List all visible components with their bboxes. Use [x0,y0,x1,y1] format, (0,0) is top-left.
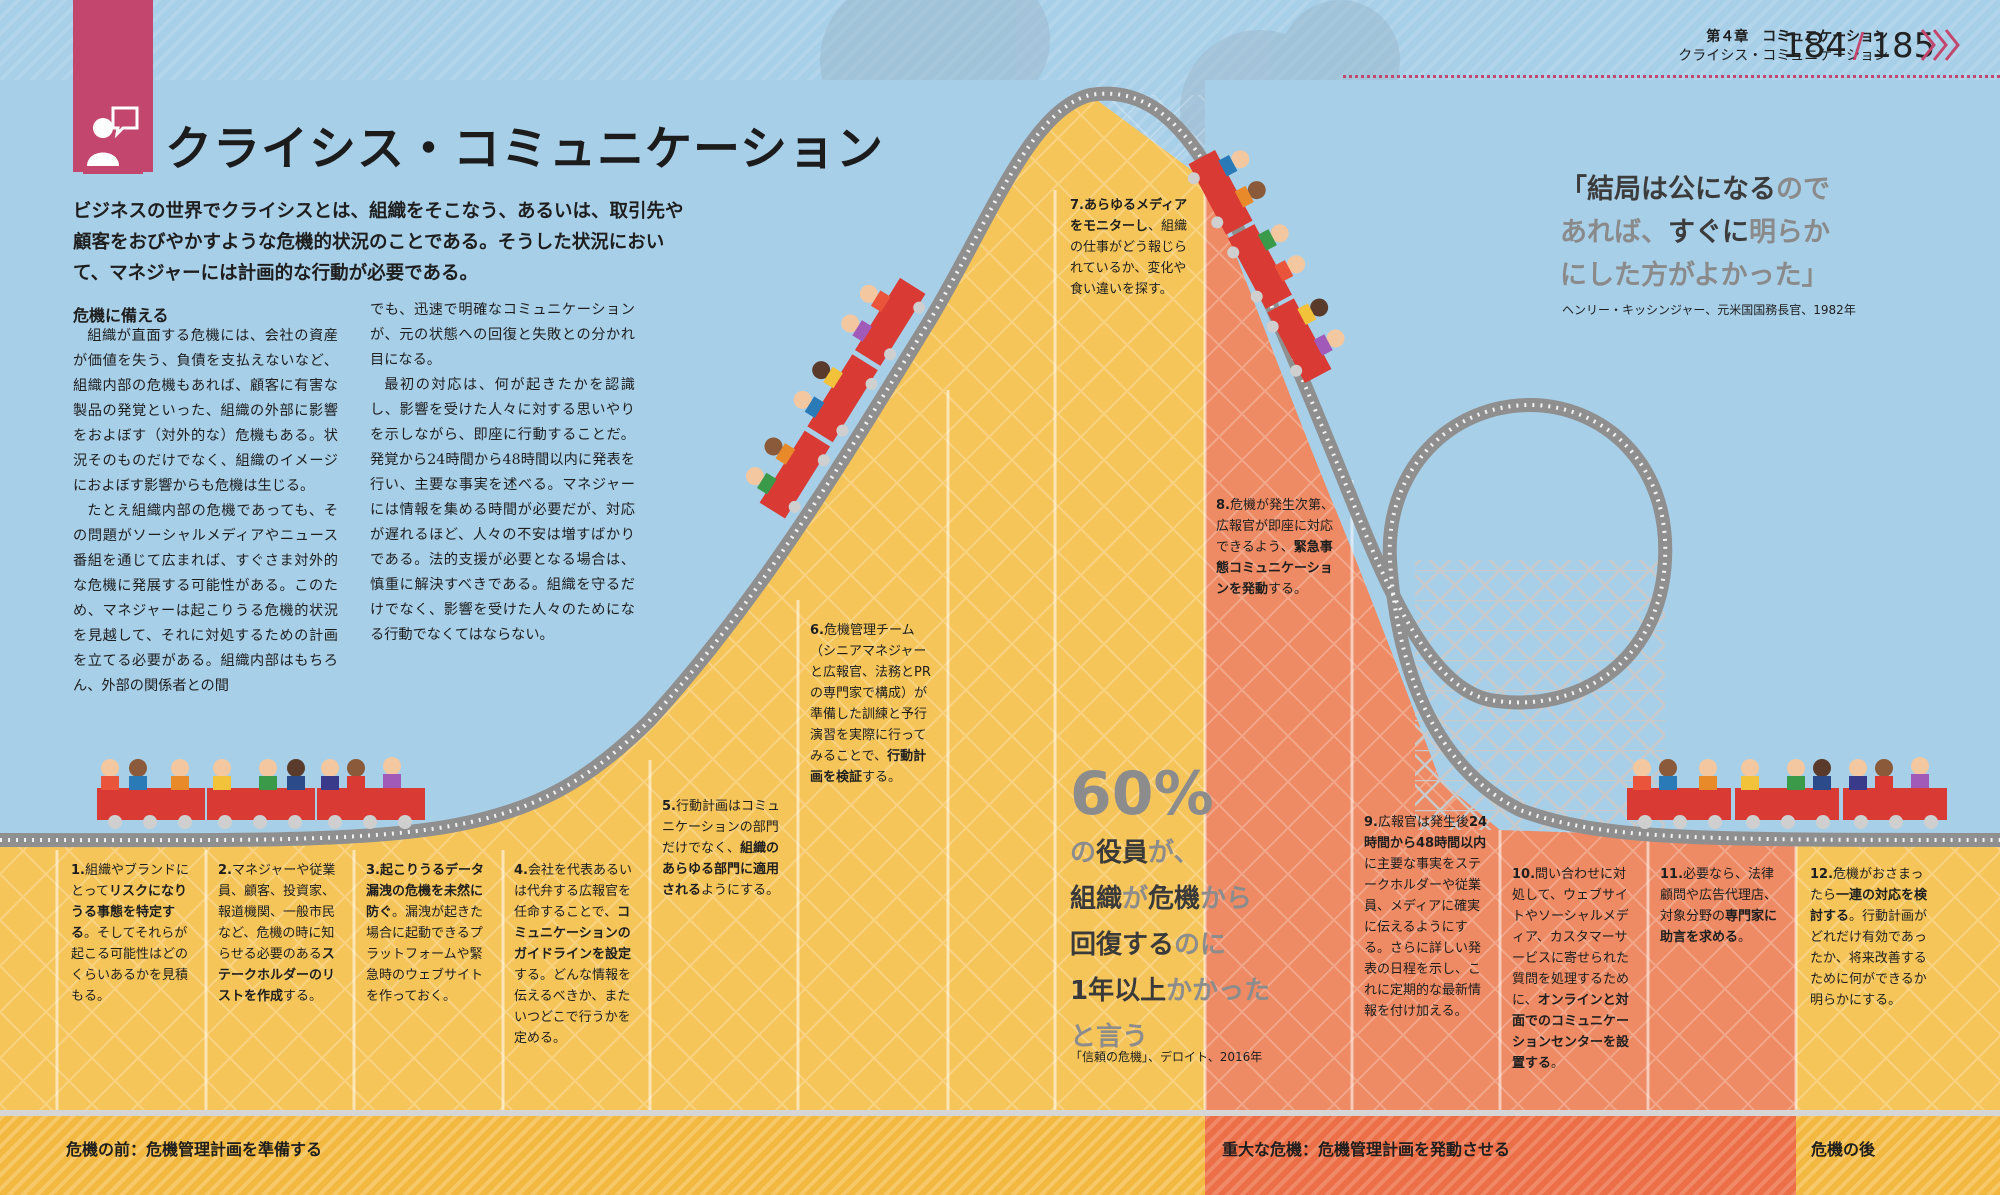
step-9: 9.広報官は発生後24時間から48時間以内に主要な事実をステークホルダーや従業員… [1364,815,1488,1019]
intro-paragraph: ビジネスの世界でクライシスとは、組織をそこなう、あるいは、取引先や顧客をおびやか… [73,201,684,284]
stat-line: 1年以上かかった [1070,976,1271,1006]
phase-label-after: 危機の後 [1811,1140,1876,1159]
body-column-1: 組織が直面する危機には、会社の資産が価値を失う、負債を支払えないなど、組織内部の… [73,324,338,699]
phase-label-during: 重大な危機：危機管理計画を発動させる [1222,1140,1511,1159]
coaster-cars-descending [1187,150,1345,384]
step-3: 3.起こりうるデータ漏洩の危機を未然に防ぐ。漏洩が起きた場合に起動できるプラット… [366,863,484,1004]
coaster-cars-climbing [745,277,926,519]
presenter-speech-bubble-icon [83,98,143,174]
quote-source: ヘンリー・キッシンジャー、元米国国務長官、1982年 [1562,303,1856,317]
quote-part: すぐに [1668,217,1749,248]
subheading: 危機に備える [73,306,169,325]
step-4: 4.会社を代表あるいは代弁する広報官を任命することで、コミュニケーションのガイド… [514,863,632,1046]
step-2: 2.マネジャーや従業員、顧客、投資家、報道機関、一般市民など、危機の時に知らせる… [218,863,336,1004]
body-paragraph: 最初の対応は、何が起きたかを認識し、影響を受けた人々に対する思いやりを示しながら… [370,377,635,643]
statistic-callout: 60% の役員が、 組織が危機から 回復するのに 1年以上かかった と言う [1070,758,1330,1060]
step-12: 12.危機がおさまったら一連の対応を検討する。行動計画がどれだけ有効であったか、… [1810,867,1928,1008]
stat-line: と言う [1070,1022,1149,1052]
stat-line: の役員が、 [1070,838,1200,868]
stat-line: 回復するのに [1070,930,1227,960]
step-5: 5.行動計画はコミュニケーションの部門だけでなく、組織のあらゆる部門に適用される… [662,799,780,898]
section-label: クライシス・コミュニケーション [1678,48,1888,64]
body-column-2: でも、迅速で明確なコミュニケーションが、元の状態への回復と失敗との分かれ目になる… [370,298,635,648]
chevron-right-icon [1920,29,1960,61]
chapter-label: 第４章 コミュニケーション [1706,29,1888,45]
running-header: 第４章 コミュニケーション クライシス・コミュニケーション [1678,28,1888,66]
quote-part: ので [1776,174,1830,205]
phase-label-before: 危機の前：危機管理計画を準備する [66,1140,323,1159]
coaster-cars-start [97,757,425,829]
strip-divider [0,1110,2000,1116]
stat-source: 「信頼の危機」、デロイト、2016年 [1070,1050,1263,1064]
coaster-cars-end [1627,757,1947,829]
body-paragraph: でも、迅速で明確なコミュニケーションが、元の状態への回復と失敗との分かれ目になる… [370,302,635,368]
phase-band-during [1205,1116,1796,1195]
pull-quote: 「結局は公になるのであれば、すぐに明らかにした方がよかった」 [1560,168,1880,297]
coaster-track-rail [0,91,2000,843]
stat-percentage: 60% [1070,759,1214,829]
quote-part: にした方がよかった」 [1560,260,1829,291]
page-left: 184 [1782,26,1847,66]
step-8: 8.危機が発生次第、広報官が即座に対応できるよう、緊急事態コミュニケーションを発… [1216,498,1334,597]
quote-part: 「結局は公になる [1560,174,1776,205]
phase-band-after [1796,1116,2000,1195]
step-7: 7.あらゆるメディアをモニターし、組織の仕事がどう報じられているか、変化や食い違… [1070,198,1188,297]
header-dotted-rule [1343,75,2000,78]
page-numbers: 184/185 [1782,26,1936,66]
stat-line: 組織が危機から [1070,884,1253,914]
step-10: 10.問い合わせに対処して、ウェブサイトやソーシャルメディア、カスタマーサービス… [1512,867,1630,1071]
page-title: クライシス・コミュニケーション [165,122,885,177]
step-1: 1.組織やブランドにとってリスクになりうる事態を特定する。そしてそれらが起こる可… [71,863,189,1004]
quote-part: 明らか [1749,217,1830,248]
column-dividers [55,180,1798,1110]
phase-band-before [0,1116,1205,1195]
step-6: 6.危機管理チーム（シニアマネジャーと広報官、法務とPRの専門家で構成）が準備し… [810,623,931,785]
step-11: 11.必要なら、法律顧問や広告代理店、対象分野の専門家に助言を求める。 [1660,867,1778,945]
hill-lattice-clip [0,80,1090,841]
body-paragraph: たとえ組織内部の危機であっても、その問題がソーシャルメディアやニュース番組を通じ… [73,503,338,694]
body-paragraph: 組織が直面する危機には、会社の資産が価値を失う、負債を支払えないなど、組織内部の… [73,328,338,494]
quote-part: あれば、 [1560,217,1668,248]
